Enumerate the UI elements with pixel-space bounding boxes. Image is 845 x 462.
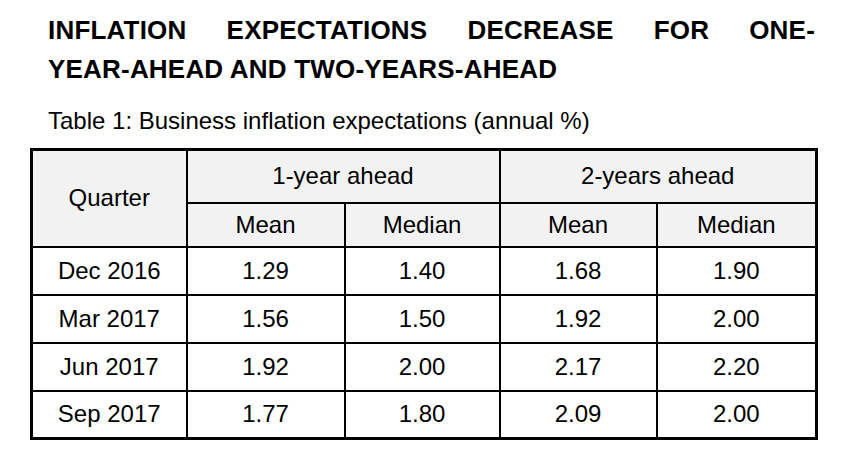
- value-cell: 1.92: [187, 343, 345, 391]
- value-cell: 1.68: [500, 247, 657, 295]
- table-row: Mar 2017 1.56 1.50 1.92 2.00: [32, 295, 817, 343]
- subheader-2y-mean: Mean: [500, 203, 657, 247]
- quarter-cell: Sep 2017: [32, 391, 187, 439]
- value-cell: 2.00: [657, 295, 817, 343]
- value-cell: 1.92: [500, 295, 657, 343]
- table-header-group-row: Quarter 1-year ahead 2-years ahead: [32, 150, 817, 203]
- value-cell: 2.20: [657, 343, 817, 391]
- subheader-1y-median: Median: [345, 203, 500, 247]
- quarter-cell: Dec 2016: [32, 247, 187, 295]
- document-page: INFLATION EXPECTATIONS DECREASE FOR ONE-…: [0, 0, 845, 462]
- subheader-1y-mean: Mean: [187, 203, 345, 247]
- table-caption: Table 1: Business inflation expectations…: [48, 106, 845, 136]
- value-cell: 1.77: [187, 391, 345, 439]
- value-cell: 1.29: [187, 247, 345, 295]
- value-cell: 1.40: [345, 247, 500, 295]
- table-row: Dec 2016 1.29 1.40 1.68 1.90: [32, 247, 817, 295]
- table-row: Jun 2017 1.92 2.00 2.17 2.20: [32, 343, 817, 391]
- table-row: Sep 2017 1.77 1.80 2.09 2.00: [32, 391, 817, 439]
- value-cell: 1.90: [657, 247, 817, 295]
- inflation-expectations-table: Quarter 1-year ahead 2-years ahead Mean …: [30, 148, 818, 440]
- page-title-line2: YEAR-AHEAD AND TWO-YEARS-AHEAD: [48, 50, 815, 89]
- group-header-2-years-ahead: 2-years ahead: [500, 150, 817, 203]
- page-title-line1: INFLATION EXPECTATIONS DECREASE FOR ONE-: [48, 11, 815, 50]
- value-cell: 1.56: [187, 295, 345, 343]
- quarter-cell: Mar 2017: [32, 295, 187, 343]
- subheader-2y-median: Median: [657, 203, 817, 247]
- quarter-cell: Jun 2017: [32, 343, 187, 391]
- column-header-quarter: Quarter: [32, 150, 187, 247]
- value-cell: 1.50: [345, 295, 500, 343]
- page-title: INFLATION EXPECTATIONS DECREASE FOR ONE-…: [48, 11, 815, 89]
- value-cell: 2.09: [500, 391, 657, 439]
- value-cell: 2.17: [500, 343, 657, 391]
- group-header-1-year-ahead: 1-year ahead: [187, 150, 500, 203]
- value-cell: 2.00: [345, 343, 500, 391]
- value-cell: 2.00: [657, 391, 817, 439]
- value-cell: 1.80: [345, 391, 500, 439]
